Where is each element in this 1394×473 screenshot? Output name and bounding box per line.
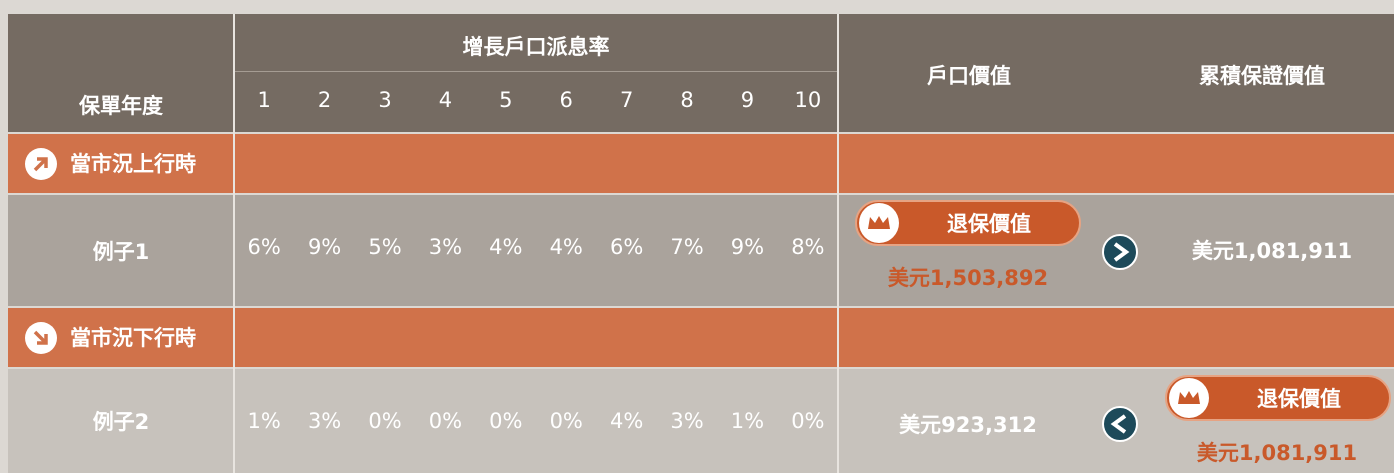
arrow-right [1102,234,1138,270]
divider [234,71,838,72]
year: 10 [794,88,822,112]
rate: 9% [307,235,342,259]
rate: 0% [791,409,825,433]
year: 6 [559,88,573,112]
year: 7 [619,88,634,112]
row [8,369,1394,473]
rate: 6% [609,235,644,259]
section-label: 當市況上行時 [70,152,196,176]
badge-label: 退保價值 [1257,387,1341,411]
rate: 0% [549,409,583,433]
column-separator [837,14,839,473]
arrow-left [1102,406,1138,442]
rate: 6% [247,235,281,259]
header-bar [8,14,1394,132]
year: 5 [499,88,513,112]
rate: 3% [428,235,463,259]
rate-group: 增長戶口派息率 [462,35,610,59]
surrender-badge: 退保價值 [1165,375,1391,421]
crown-icon [859,203,899,243]
rate: 3% [307,409,342,433]
guaranteed-value: 美元1,081,911 [1191,239,1353,263]
year: 9 [740,88,755,112]
guaranteed-value: 美元1,081,911 [1196,441,1358,465]
badge-label: 退保價值 [947,212,1031,236]
rate: 5% [368,235,402,259]
year: 4 [438,88,453,112]
column-separator [233,14,235,473]
up-icon [25,148,57,180]
down-icon [25,322,57,354]
section-bar [8,308,1394,367]
rate: 0% [428,409,463,433]
rate-row: 6% 9% 5% 3% 4% 4% 6% 7% 9% 8% [234,235,838,265]
example-label: 例子1 [92,239,150,264]
section-label: 當市況下行時 [70,326,196,350]
rate: 1% [730,409,765,433]
rate: 1% [247,409,281,433]
year: 2 [317,88,332,112]
guaranteed-header: 累積保證價值 [1199,64,1325,88]
rate: 0% [489,409,523,433]
rate: 7% [670,235,704,259]
rate-row: 1% 3% 0% 0% 0% 0% 4% 3% 1% 0% [234,409,838,439]
row [8,195,1394,306]
year: 3 [378,88,392,112]
year: 1 [257,88,271,112]
example-label: 例子2 [92,410,150,434]
rate: 3% [670,409,704,433]
rate: 4% [489,235,523,259]
account-value: 美元923,312 [899,413,1037,437]
rate: 4% [609,409,644,433]
crown-icon [1169,378,1209,418]
year-row: 1 2 3 4 5 6 7 8 9 10 [234,88,838,118]
account-value: 美元1,503,892 [887,266,1049,290]
rate: 4% [549,235,583,259]
account-value-header: 戶口價值 [927,64,1011,88]
year: 8 [680,88,694,112]
year-label: 保單年度 [79,94,163,118]
section-bar [8,134,1394,193]
rate: 9% [730,235,765,259]
surrender-badge: 退保價值 [855,200,1081,246]
rate: 0% [368,409,402,433]
rate: 8% [791,235,825,259]
